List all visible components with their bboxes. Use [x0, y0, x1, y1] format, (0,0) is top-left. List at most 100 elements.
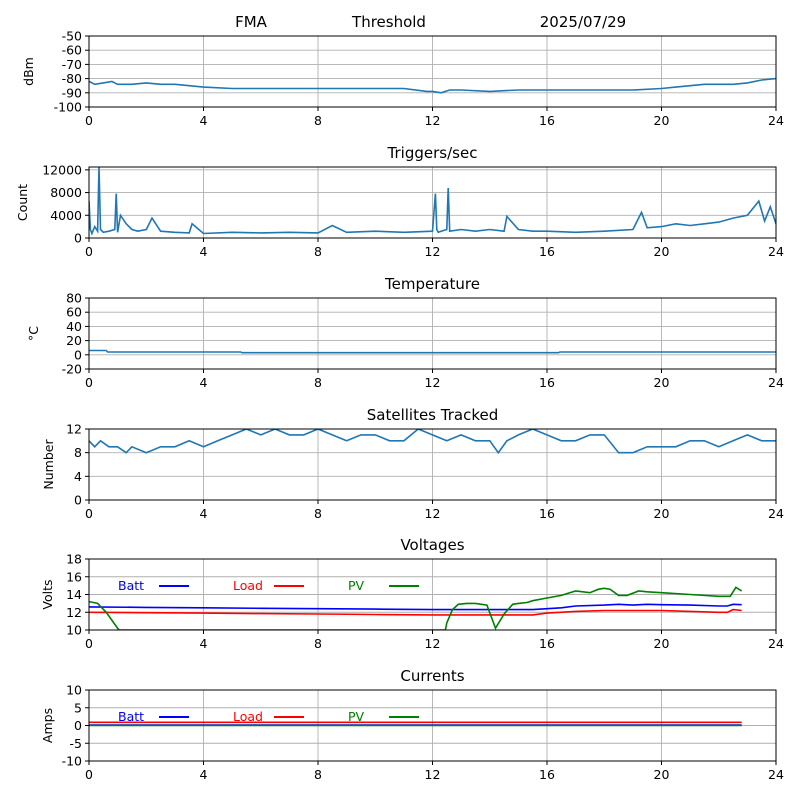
y-tick-label: 0 [74, 493, 82, 508]
y-tick-label: -70 [62, 57, 82, 72]
y-tick-label: 4 [74, 469, 82, 484]
y-tick-label: -90 [62, 85, 82, 100]
legend-label-batt: Batt [118, 709, 144, 724]
legend-label-pv: PV [348, 578, 365, 593]
x-tick-label: 20 [654, 767, 670, 782]
chart-panel-3: 0 4 8 12 16 20 24 0 4 8 12 Satellites Tracked Number [41, 406, 784, 521]
x-tick-label: 4 [200, 113, 208, 128]
series-line-batt [89, 603, 742, 611]
series-line-0 [89, 429, 776, 455]
x-tick-label: 4 [200, 767, 208, 782]
legend-label-batt: Batt [118, 578, 144, 593]
chart-title: Voltages [400, 536, 464, 554]
x-tick-label: 8 [314, 636, 322, 651]
chart-title: Currents [400, 667, 464, 685]
x-tick-label: 0 [85, 375, 93, 390]
x-tick-label: 4 [200, 375, 208, 390]
chart-panel-1: 0 4 8 12 16 20 24 0 4000 8000 12000 Triggers/sec Cou… [15, 144, 784, 259]
x-tick-label: 24 [768, 244, 784, 259]
x-tick-label: 0 [85, 113, 93, 128]
x-tick-label: 16 [539, 767, 555, 782]
y-tick-label: 60 [66, 305, 82, 320]
chart-title: Satellites Tracked [367, 406, 498, 424]
y-tick-label: 8000 [50, 185, 82, 200]
x-tick-label: 0 [85, 636, 93, 651]
x-tick-label: 24 [768, 113, 784, 128]
y-tick-label: 0 [74, 718, 82, 733]
x-tick-label: 20 [654, 506, 670, 521]
x-tick-label: 20 [654, 244, 670, 259]
x-tick-label: 16 [539, 506, 555, 521]
y-tick-label: 20 [66, 333, 82, 348]
x-tick-label: 8 [314, 113, 322, 128]
y-tick-label: -60 [62, 43, 82, 58]
x-tick-label: 4 [200, 636, 208, 651]
y-axis-label: Count [15, 184, 30, 221]
series-line-0 [89, 349, 776, 354]
y-tick-label: 12000 [42, 162, 82, 177]
x-tick-label: 0 [85, 506, 93, 521]
x-tick-label: 4 [200, 244, 208, 259]
legend-label-pv: PV [348, 709, 365, 724]
x-tick-label: 12 [425, 506, 441, 521]
x-tick-label: 12 [425, 244, 441, 259]
legend-label-load: Load [233, 709, 263, 724]
x-tick-label: 8 [314, 767, 322, 782]
y-tick-label: 4000 [50, 208, 82, 223]
header-mode: Threshold [351, 13, 426, 31]
y-tick-label: 12 [66, 422, 82, 437]
x-tick-label: 4 [200, 506, 208, 521]
x-tick-label: 16 [539, 375, 555, 390]
x-tick-label: 16 [539, 636, 555, 651]
series-line-0 [89, 77, 776, 94]
y-tick-label: 80 [66, 291, 82, 306]
y-axis-label: dBm [21, 57, 36, 86]
x-tick-label: 24 [768, 636, 784, 651]
x-tick-label: 24 [768, 767, 784, 782]
y-tick-label: -20 [62, 362, 82, 377]
header-date: 2025/07/29 [540, 13, 626, 31]
y-tick-label: -50 [62, 29, 82, 44]
header-station: FMA [235, 13, 268, 31]
legend-label-load: Load [233, 578, 263, 593]
x-tick-label: 12 [425, 767, 441, 782]
y-axis-label: Number [41, 439, 56, 490]
y-tick-label: -5 [70, 736, 82, 751]
chart-panel-4: 0 4 8 12 16 20 24 10 12 14 16 18 Voltages Volts Batt Lo… [40, 536, 784, 651]
series-line-pv [89, 586, 743, 630]
y-tick-label: -80 [62, 71, 82, 86]
chart-panel-5: 0 4 8 12 16 20 24 -10 -5 0 5 10 Currents Amps Batt Load… [40, 667, 784, 782]
y-tick-label: 16 [66, 569, 82, 584]
x-tick-label: 20 [654, 113, 670, 128]
x-tick-label: 24 [768, 375, 784, 390]
x-tick-label: 12 [425, 375, 441, 390]
y-tick-label: 40 [66, 319, 82, 334]
y-tick-label: 12 [66, 605, 82, 620]
x-tick-label: 20 [654, 375, 670, 390]
x-tick-label: 0 [85, 767, 93, 782]
y-tick-label: -10 [62, 754, 82, 769]
x-tick-label: 12 [425, 636, 441, 651]
y-tick-label: -100 [54, 100, 82, 115]
y-tick-label: 18 [66, 552, 82, 567]
chart-panel-0: 0 4 8 12 16 20 24 -100-90-80-70-60-50 dBm [21, 29, 784, 129]
x-tick-label: 0 [85, 244, 93, 259]
x-tick-label: 12 [425, 113, 441, 128]
x-tick-label: 8 [314, 506, 322, 521]
y-axis-label: Volts [40, 579, 55, 609]
y-tick-label: 8 [74, 445, 82, 460]
x-tick-label: 8 [314, 244, 322, 259]
x-tick-label: 20 [654, 636, 670, 651]
y-tick-label: 0 [74, 347, 82, 362]
chart-title: Temperature [384, 275, 480, 293]
x-tick-label: 24 [768, 506, 784, 521]
y-axis-label: °C [26, 326, 41, 341]
y-axis-label: Amps [40, 708, 55, 743]
x-tick-label: 8 [314, 375, 322, 390]
x-tick-label: 16 [539, 113, 555, 128]
series-line-load [89, 608, 742, 616]
y-tick-label: 14 [66, 587, 82, 602]
